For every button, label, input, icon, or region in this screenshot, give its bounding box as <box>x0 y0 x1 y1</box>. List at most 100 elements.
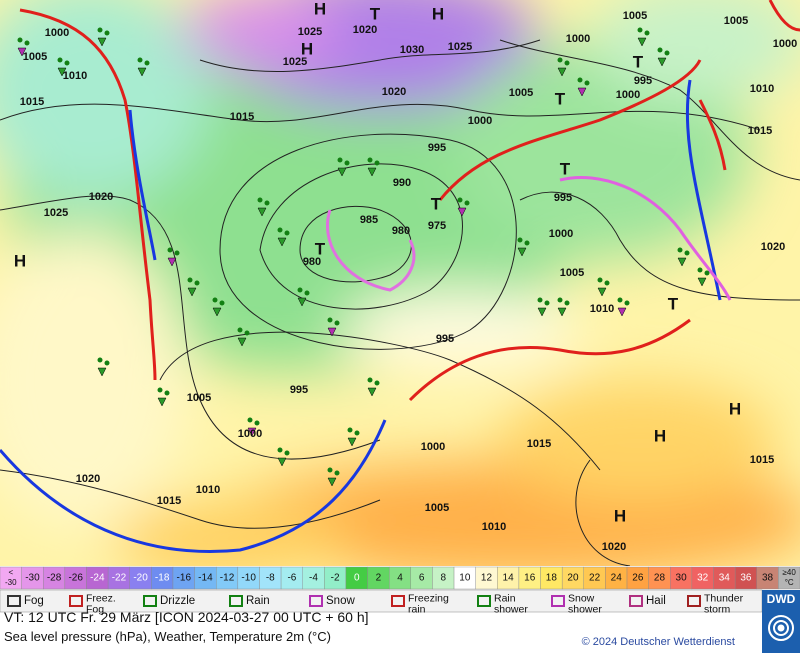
weather-dot <box>277 447 283 453</box>
weather-dot <box>244 330 250 336</box>
legend-label: Freezing rain <box>408 592 449 615</box>
shower-symbol <box>367 387 377 397</box>
pressure-center: T <box>555 89 566 108</box>
map: 1000 1005 1010 1015 1015 1020 1025 1025 1020 1030… <box>0 0 800 566</box>
temperature-cell-label: 12 <box>481 573 493 584</box>
shower-symbol <box>557 307 567 317</box>
weather-dot <box>544 300 550 306</box>
temperature-cell-label: 4 <box>397 573 403 584</box>
isobar-label: 1020 <box>353 24 377 36</box>
temperature-cell-label: 10 <box>459 573 471 584</box>
weather-dot <box>564 300 570 306</box>
pressure-center: T <box>633 52 644 71</box>
legend-icon <box>143 595 157 607</box>
temperature-cell-label: ≥40 <box>783 568 797 577</box>
temperature-cell-label: -30 <box>25 573 40 584</box>
weather-dot <box>637 27 643 33</box>
legend-icon <box>629 595 643 607</box>
weather-dot <box>194 280 200 286</box>
weather-dot <box>167 247 173 253</box>
legend-label: Snow shower <box>568 592 602 615</box>
weather-dot <box>624 300 630 306</box>
shower-symbol <box>257 207 267 217</box>
legend-label: Rain <box>246 595 270 607</box>
temperature-cell-label: -30 <box>5 578 17 587</box>
shower-symbol <box>557 67 567 77</box>
isobar-label: 1005 <box>187 392 211 404</box>
weather-dot <box>597 277 603 283</box>
shower-symbol <box>297 297 307 307</box>
weather-dot <box>327 467 333 473</box>
legend-label: Drizzle <box>160 595 195 607</box>
weather-dot <box>684 250 690 256</box>
weather-dot <box>374 160 380 166</box>
weather-dot <box>374 380 380 386</box>
weather-dot <box>557 297 563 303</box>
temperature-cell-label: 28 <box>654 573 666 584</box>
shower-symbol <box>337 167 347 177</box>
isobar-label: 1000 <box>549 228 573 240</box>
isobar-label: 1005 <box>509 87 533 99</box>
isobar-label: 1025 <box>283 56 307 68</box>
shower-symbol <box>277 457 287 467</box>
temperature-cell-label: < <box>8 568 13 577</box>
weather-dot <box>277 227 283 233</box>
fronts <box>0 0 800 553</box>
pressure-center: H <box>729 399 741 418</box>
weather-dot <box>212 297 218 303</box>
isobar-label: 985 <box>360 214 378 226</box>
legend-icon <box>69 595 83 607</box>
temperature-cell-label: 16 <box>524 573 536 584</box>
weather-dot <box>219 300 225 306</box>
temperature-cell-label: 32 <box>697 573 709 584</box>
temperature-cell-label: 14 <box>503 573 515 584</box>
weather-dot <box>457 197 463 203</box>
temperature-cell-label: 6 <box>419 573 425 584</box>
temperature-cell-label: °C <box>785 578 794 587</box>
pressure-center: T <box>560 159 571 178</box>
weather-dot <box>237 327 243 333</box>
temperature-cell-label: -2 <box>331 573 340 584</box>
pressure-center: H <box>614 506 626 525</box>
isobar-label: 1005 <box>23 51 47 63</box>
shower-symbol <box>597 287 607 297</box>
temperature-cell-label: -6 <box>287 573 296 584</box>
temperature-cell-label: -22 <box>112 573 127 584</box>
temperature-cell-label: 22 <box>589 573 601 584</box>
weather-dot <box>697 267 703 273</box>
temperature-cell-label: 18 <box>546 573 558 584</box>
shower-symbol <box>97 367 107 377</box>
isobar-label: 1025 <box>448 41 472 53</box>
dwd-logo-text: DWD <box>767 592 796 606</box>
temperature-cell-label: -10 <box>241 573 256 584</box>
weather-dot <box>97 27 103 33</box>
shower-symbol <box>617 307 627 317</box>
weather-dot <box>247 417 253 423</box>
isobar-label: 1015 <box>230 111 254 123</box>
shower-symbol <box>637 37 647 47</box>
weather-dot <box>97 357 103 363</box>
temperature-cell-label: -12 <box>220 573 235 584</box>
shower-symbol <box>187 287 197 297</box>
weather-dot <box>297 287 303 293</box>
pressure-center: T <box>431 194 442 213</box>
valid-time: VT: 12 UTC Fr. 29 März [ICON 2024-03-27 … <box>4 609 369 625</box>
weather-dot <box>174 250 180 256</box>
weather-dot <box>617 297 623 303</box>
weather-dot <box>367 377 373 383</box>
legend-label: Snow <box>326 595 355 607</box>
temperature-cell-label: 2 <box>376 573 382 584</box>
legend-icon <box>7 595 21 607</box>
weather-dot <box>334 320 340 326</box>
weather-dot <box>464 200 470 206</box>
weather-dot <box>677 247 683 253</box>
isobar-label: 1030 <box>400 44 424 56</box>
isobar-label: 1025 <box>44 207 68 219</box>
legend-icon <box>309 595 323 607</box>
shower-symbol <box>697 277 707 287</box>
isobar-label: 980 <box>392 225 410 237</box>
isobar-label: 1000 <box>421 441 445 453</box>
pressure-center: H <box>654 426 666 445</box>
pressure-center: T <box>370 4 381 23</box>
shower-symbol <box>577 87 587 97</box>
